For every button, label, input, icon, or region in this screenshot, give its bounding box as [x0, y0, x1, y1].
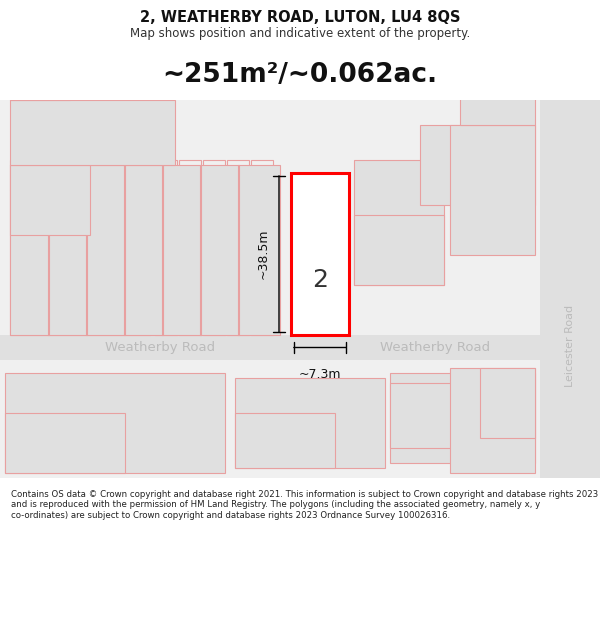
Bar — [390, 383, 490, 448]
Text: ~38.5m: ~38.5m — [257, 229, 269, 279]
Text: ~7.3m: ~7.3m — [299, 368, 341, 381]
Bar — [10, 160, 150, 190]
Bar — [124, 165, 125, 335]
Text: Contains OS data © Crown copyright and database right 2021. This information is : Contains OS data © Crown copyright and d… — [11, 490, 598, 520]
Bar — [227, 160, 249, 335]
Text: 2: 2 — [312, 268, 328, 292]
Bar — [292, 264, 348, 334]
Text: ~251m²/~0.062ac.: ~251m²/~0.062ac. — [163, 62, 437, 88]
Bar — [10, 100, 175, 165]
Bar — [354, 160, 444, 285]
Bar — [460, 70, 535, 125]
Text: Weatherby Road: Weatherby Road — [380, 341, 490, 354]
Bar — [251, 160, 273, 335]
Bar — [203, 160, 225, 335]
Bar — [86, 165, 87, 335]
Bar — [390, 373, 535, 463]
Bar — [540, 100, 600, 478]
Bar — [10, 165, 90, 235]
Text: 2, WEATHERBY ROAD, LUTON, LU4 8QS: 2, WEATHERBY ROAD, LUTON, LU4 8QS — [140, 11, 460, 26]
Bar — [450, 125, 535, 255]
Bar — [179, 160, 201, 335]
Bar — [48, 165, 49, 335]
Bar — [0, 335, 540, 360]
Text: Map shows position and indicative extent of the property.: Map shows position and indicative extent… — [130, 28, 470, 41]
Text: Weatherby Road: Weatherby Road — [105, 341, 215, 354]
Bar — [10, 190, 150, 335]
Bar — [354, 215, 444, 285]
Bar — [235, 378, 385, 468]
Bar — [5, 413, 125, 473]
Text: Leicester Road: Leicester Road — [565, 304, 575, 387]
Bar — [10, 165, 280, 335]
Bar — [480, 368, 535, 438]
Bar — [291, 173, 349, 335]
Bar — [420, 125, 535, 205]
Bar — [162, 165, 163, 335]
Bar — [200, 165, 201, 335]
Bar — [450, 368, 535, 473]
Bar — [238, 165, 239, 335]
Bar — [235, 413, 335, 468]
Bar — [155, 160, 177, 335]
Bar — [5, 373, 225, 473]
Bar — [10, 60, 70, 100]
